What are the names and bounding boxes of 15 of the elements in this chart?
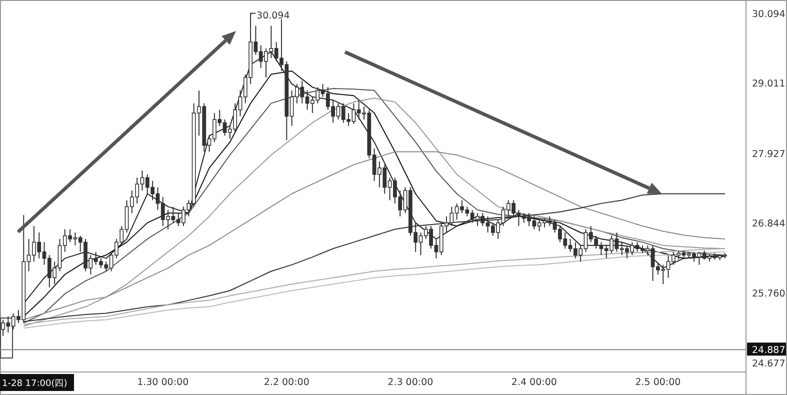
x-tick-label: 1.30 00:00 <box>137 377 189 388</box>
x-tick-label: 2.2 00:00 <box>264 377 310 388</box>
x-tick-label: 2.4 00:00 <box>511 377 557 388</box>
annotation: 30.094 <box>256 10 290 22</box>
y-tick-label: 25.760 <box>752 288 786 300</box>
y-tick-label: 29.011 <box>752 78 786 90</box>
y-tick-label: 27.927 <box>752 148 786 160</box>
line-series <box>23 151 726 320</box>
x-tick-label: 2.3 00:00 <box>388 377 434 388</box>
y-tick-label: 24.677 <box>752 358 786 370</box>
y-tick-label: 30.094 <box>752 8 786 20</box>
x-tick-label: 2.5 00:00 <box>635 377 681 388</box>
text: 1-28 17:00(四) <box>2 379 68 389</box>
ref-line-label: 24.887 <box>752 345 786 356</box>
y-tick-label: 26.844 <box>752 218 786 230</box>
